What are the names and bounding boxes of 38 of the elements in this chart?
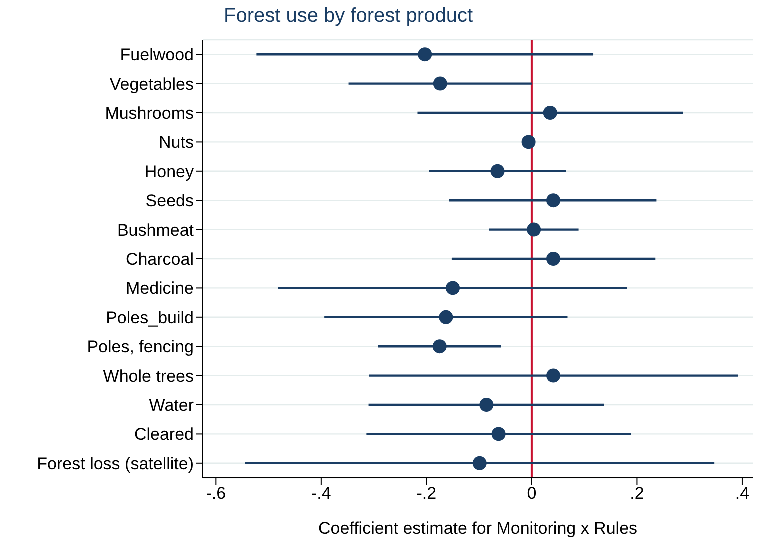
y-tick-label: Cleared: [134, 425, 194, 444]
point: [472, 456, 487, 470]
y-tick-label: Medicine: [126, 279, 194, 298]
point: [527, 222, 542, 237]
point: [546, 194, 561, 208]
y-tick-label: Water: [149, 396, 194, 416]
y-tick-label: Whole trees: [103, 366, 194, 386]
point: [480, 398, 494, 412]
y-tick-label: Nuts: [159, 133, 194, 152]
x-tick-label: .4: [735, 484, 750, 504]
x-tick-label: 0: [527, 484, 537, 504]
point: [432, 340, 447, 354]
point: [490, 164, 505, 178]
x-tick-label: .2: [630, 484, 644, 504]
y-tick-label: Poles, fencing: [87, 338, 194, 357]
point: [522, 135, 536, 150]
point: [546, 252, 561, 266]
y-tick-label: Vegetables: [110, 74, 194, 94]
chart-title: Forest use by forest product: [224, 5, 474, 28]
point: [546, 368, 561, 383]
y-tick-label: Honey: [144, 162, 194, 182]
y-tick-label: Mushrooms: [105, 104, 194, 124]
y-tick-label: Forest loss (satellite): [37, 454, 194, 474]
x-tick-label: -.4: [312, 484, 332, 504]
y-tick-label: Bushmeat: [117, 220, 194, 240]
y-tick-label: Charcoal: [126, 250, 194, 270]
y-tick-label: Poles_build: [106, 308, 194, 328]
point: [543, 106, 558, 120]
y-tick-label: Seeds: [146, 192, 194, 211]
x-axis-title: Coefficient estimate for Monitoring x Rules: [318, 519, 638, 538]
x-tick-label: -.6: [206, 484, 226, 504]
point: [446, 281, 460, 296]
point: [492, 427, 506, 442]
x-tick-label: -.2: [416, 484, 437, 504]
y-tick-label: Fuelwood: [120, 46, 194, 65]
point: [439, 310, 454, 324]
point: [433, 76, 448, 91]
point: [418, 48, 432, 62]
